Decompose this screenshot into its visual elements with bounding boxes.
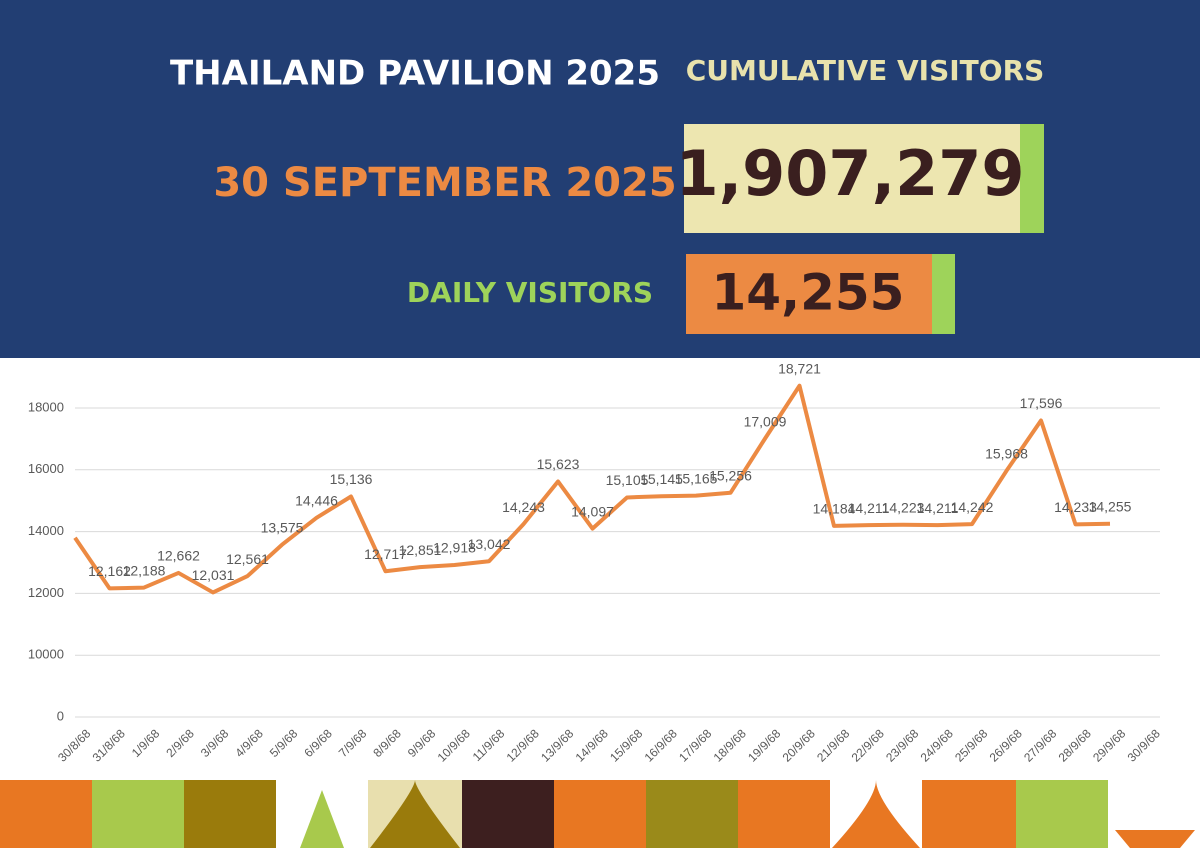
cumulative-box xyxy=(684,124,1020,233)
y-tick-label: 16000 xyxy=(28,461,64,476)
cumulative-accent xyxy=(1020,124,1044,233)
y-tick-label: 10000 xyxy=(28,647,64,662)
data-label: 17,009 xyxy=(744,413,787,429)
data-label: 13,575 xyxy=(261,519,304,535)
cumulative-value: 1,907,279 xyxy=(675,137,1024,210)
decor xyxy=(0,780,92,848)
decor xyxy=(300,790,344,848)
data-label: 12,851 xyxy=(399,542,442,558)
data-label: 12,162 xyxy=(88,563,131,579)
data-label: 13,042 xyxy=(468,536,511,552)
data-label: 12,561 xyxy=(226,551,269,567)
decor xyxy=(738,780,830,848)
decor xyxy=(370,780,460,848)
decor xyxy=(92,780,184,848)
data-label: 14,242 xyxy=(951,499,994,515)
data-label: 15,105 xyxy=(606,472,649,488)
data-label: 14,233 xyxy=(1054,499,1097,515)
data-label: 12,662 xyxy=(157,548,200,564)
decor xyxy=(832,780,920,848)
decor xyxy=(646,780,738,848)
data-label: 14,446 xyxy=(295,493,338,509)
y-tick-label: 14000 xyxy=(28,523,64,538)
data-label: 14,184 xyxy=(813,501,856,517)
data-label: 15,136 xyxy=(330,471,373,487)
y-tick-label: 12000 xyxy=(28,585,64,600)
decor xyxy=(554,780,646,848)
data-label: 14,211 xyxy=(848,500,890,516)
data-label: 15,623 xyxy=(537,456,580,472)
chart-bg xyxy=(0,358,1200,780)
y-tick-label: 0 xyxy=(57,708,64,723)
data-label: 12,031 xyxy=(192,567,235,583)
data-label: 15,968 xyxy=(985,445,1028,461)
title: THAILAND PAVILION 2025 xyxy=(170,54,660,94)
data-label: 14,255 xyxy=(1089,498,1132,514)
data-label: 14,097 xyxy=(571,503,614,519)
data-label: 12,188 xyxy=(123,562,166,578)
data-label: 14,211 xyxy=(917,500,959,516)
decor xyxy=(1016,780,1108,848)
line xyxy=(73,383,1111,595)
daily-accent xyxy=(932,254,955,334)
decor xyxy=(462,780,554,848)
data-label: 15,145 xyxy=(640,471,683,487)
data-label: 15,256 xyxy=(709,467,752,483)
decor xyxy=(922,780,1016,848)
data-label: 15,165 xyxy=(675,470,718,486)
daily-label: DAILY VISITORS xyxy=(407,276,653,309)
data-label: 18,721 xyxy=(778,360,821,376)
data-label: 17,596 xyxy=(1020,395,1063,411)
y-tick-label: 18000 xyxy=(28,399,64,414)
decor-strip xyxy=(0,780,1200,848)
cumulative-label: CUMULATIVE VISITORS xyxy=(686,54,1045,87)
daily-value: 14,255 xyxy=(712,264,905,322)
date: 30 SEPTEMBER 2025 xyxy=(213,160,676,206)
data-label: 12,918 xyxy=(433,540,476,556)
decor xyxy=(1115,830,1195,848)
daily-box xyxy=(686,254,932,334)
decor xyxy=(184,780,276,848)
data-label: 14,223 xyxy=(882,499,925,515)
data-label: 12,717 xyxy=(364,546,407,562)
data-label: 14,243 xyxy=(502,499,545,515)
